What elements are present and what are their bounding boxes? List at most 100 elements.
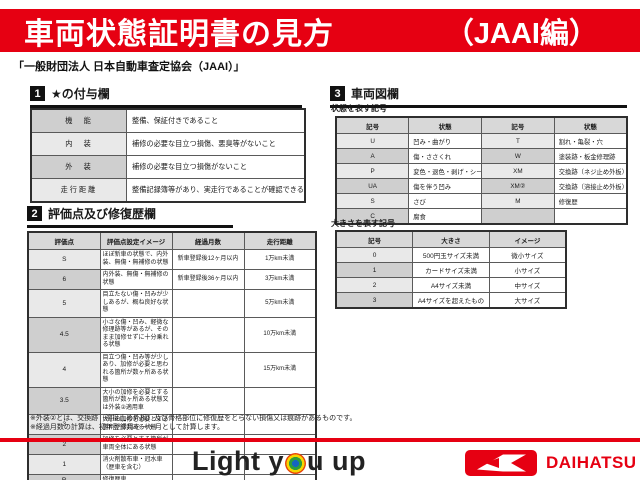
table-cell: 6 — [27, 269, 101, 290]
table-cell — [171, 386, 245, 415]
table-cell: 15万km未満 — [243, 351, 317, 388]
table-row: 内 装補修の必要な目立つ損傷、悪臭等がないこと — [30, 132, 306, 156]
table-cell: 消火剤散布車・冠水車（歴車を含む） — [99, 454, 173, 475]
slogan-text-right: u up — [307, 445, 366, 476]
table-cell: UA — [335, 178, 410, 194]
table-cell: S — [27, 249, 101, 270]
column-header: 走行距離 — [243, 231, 317, 250]
table-cell: 4 — [27, 351, 101, 388]
table-cell: 小さな傷・凹み、軽微な修理跡等があるが、そのまま加修せずに十分乗れる状態 — [99, 316, 173, 353]
daihatsu-logo: DAIHATSU — [465, 450, 637, 476]
table-row: 6 内外装、無傷・無補修の状態 新車登録後36ヶ月以内 3万km未満 — [27, 269, 317, 290]
table-cell: 凹み・曲がり — [408, 133, 482, 149]
table-cell: 新車登録後12ヶ月以内 — [171, 249, 245, 270]
table-cell: 外 装 — [30, 155, 127, 179]
table-row: P変色・退色・剥げ・シール（テープ）跡XM交換跡（ネジ止め外板） — [335, 163, 628, 179]
table-cell: 内 装 — [30, 132, 127, 156]
table-header-row: 記号 大きさ イメージ — [335, 230, 567, 248]
table-cell: 修復歴車 — [99, 474, 173, 480]
section3-title: 車両図欄 — [351, 87, 400, 101]
table-cell: 5 — [27, 289, 101, 318]
table-cell: 新車登録後36ヶ月以内 — [171, 269, 245, 290]
table-cell: XM② — [481, 178, 555, 194]
light-you-up-logo: Light y u up — [192, 446, 366, 476]
size-symbols-caption: 大きさを表す記号 — [331, 219, 395, 228]
column-header: 記号 — [335, 230, 414, 248]
section2-header: 2 評価点及び修復歴欄 — [27, 205, 233, 228]
organization-subtitle: 「一般財団法人 日本自動車査定協会（JAAI）」 — [13, 61, 245, 73]
table-cell: C — [335, 208, 410, 225]
table-cell: 500円玉サイズ未満 — [412, 247, 490, 263]
daihatsu-wordmark: DAIHATSU — [546, 453, 637, 472]
column-header: イメージ — [488, 230, 567, 248]
table-cell: A4サイズ未満 — [412, 277, 490, 293]
column-header: 評価点設定イメージ — [99, 231, 173, 250]
table-cell: 3.5 — [27, 386, 101, 415]
section1-header: 1 ★の付与欄 — [30, 85, 302, 108]
table-header-row: 記号 状態 記号 状態 — [335, 116, 628, 134]
star-criteria-table: 機 能整備、保証付きであること内 装補修の必要な目立つ損傷、悪臭等がないこと外 … — [30, 108, 306, 203]
table-cell: 目立たない傷・凹みが少しあるが、概ね良好な状態 — [99, 289, 173, 318]
footer-divider — [0, 438, 640, 442]
table-cell: 目立つ傷・凹み等が少しあり、加修が必要と思われる箇所が数ヶ所ある状態 — [99, 351, 173, 388]
table-cell: R — [27, 474, 101, 480]
table-row: 4.5 小さな傷・凹み、軽微な修理跡等があるが、そのまま加修せずに十分乗れる状態 1… — [27, 316, 317, 353]
table-row: A 傷・ささくれ W 塗装跡・板金修理跡 — [335, 148, 628, 164]
table-row: S さび M 修復歴 — [335, 193, 628, 209]
table-cell: T — [481, 133, 555, 149]
table-cell: 補修の必要な目立つ損傷、悪臭等がないこと — [126, 132, 306, 156]
table-row: C 腐食 — [335, 208, 628, 225]
table-cell — [243, 474, 317, 480]
table-cell: カードサイズ未満 — [412, 262, 490, 278]
section1-number-badge: 1 — [30, 86, 45, 101]
condition-symbols-table: 記号 状態 記号 状態 U 凹み・曲がり T 割れ・亀裂・穴 A 傷・ささくれ W 塗装跡・板… — [335, 116, 628, 225]
column-header: 評価点 — [27, 231, 101, 250]
table-cell: 割れ・亀裂・穴 — [553, 133, 628, 149]
table-cell — [171, 351, 245, 388]
table-cell: 変色・退色・剥げ・シール（テープ）跡 — [408, 163, 482, 179]
table-cell: 10万km未満 — [243, 316, 317, 353]
table-cell: XM — [481, 163, 555, 179]
table-row: 4 目立つ傷・凹み等が少しあり、加修が必要と思われる箇所が数ヶ所ある状態 15万km… — [27, 351, 317, 388]
table-cell: A — [335, 148, 410, 164]
condition-symbols-caption: 状態を表す記号 — [331, 104, 387, 113]
table-cell: 3 — [27, 414, 101, 435]
table-cell: ほぼ新車の状態で、内外装、無傷・無補修の状態 — [99, 249, 173, 270]
table-row: S ほぼ新車の状態で、内外装、無傷・無補修の状態 新車登録後12ヶ月以内 1万km未満 — [27, 249, 317, 270]
table-row: 2 A4サイズ未満 中サイズ — [335, 277, 567, 293]
table-cell: S — [335, 193, 410, 209]
column-header: 状態 — [408, 116, 482, 134]
table-row: 外 装補修の必要な目立つ損傷がないこと — [30, 155, 306, 179]
target-circle-icon — [285, 452, 306, 474]
table-cell: 整備記録簿等があり、実走行であることが確認できること — [126, 178, 306, 203]
table-cell: U — [335, 133, 410, 149]
table-cell: 5万km未満 — [243, 289, 317, 318]
table-cell: 修復歴 — [553, 193, 628, 209]
table-row: 0 500円玉サイズ未満 微小サイズ — [335, 247, 567, 263]
table-row: 3.5 大小の加修を必要とする箇所が数ヶ所ある状態又は外装②適用車 — [27, 386, 317, 415]
table-cell: 交換跡（ネジ止め外板） — [553, 163, 628, 179]
table-row: 1 カードサイズ未満 小サイズ — [335, 262, 567, 278]
footnote-line: ※経過月数の計算は、初年登録月を一ヶ月として計算します。 — [30, 424, 224, 431]
table-cell: 1万km未満 — [243, 249, 317, 270]
table-cell: W — [481, 148, 555, 164]
table-cell: 小サイズ — [488, 262, 567, 278]
table-cell: P — [335, 163, 410, 179]
column-header: 大きさ — [412, 230, 490, 248]
table-cell: 4.5 — [27, 316, 101, 353]
footnotes: ※外装②とは、交換跡（溶接止め外板）及び骨格部位に修復歴をとらない損傷又は痕跡が… — [30, 414, 356, 432]
edition-label: （JAAI編） — [444, 17, 598, 50]
table-row: UA 傷を伴う凹み XM② 交換跡（溶接止め外板） — [335, 178, 628, 194]
table-row: U 凹み・曲がり T 割れ・亀裂・穴 — [335, 133, 628, 149]
table-cell: 腐食 — [408, 208, 482, 225]
table-cell: 1 — [335, 262, 414, 278]
table-cell: 傷を伴う凹み — [408, 178, 482, 194]
table-cell: 微小サイズ — [488, 247, 567, 263]
section2-title: 評価点及び修復歴欄 — [48, 207, 157, 221]
size-symbols-table: 記号 大きさ イメージ 0 500円玉サイズ未満 微小サイズ 1 カードサイズ未満 小サイ… — [335, 230, 567, 309]
table-cell — [481, 208, 555, 225]
table-header-row: 評価点 評価点設定イメージ 経過月数 走行距離 — [27, 231, 317, 250]
column-header: 記号 — [481, 116, 555, 134]
table-row: 機 能整備、保証付きであること — [30, 108, 306, 133]
table-cell: 大サイズ — [488, 292, 567, 309]
